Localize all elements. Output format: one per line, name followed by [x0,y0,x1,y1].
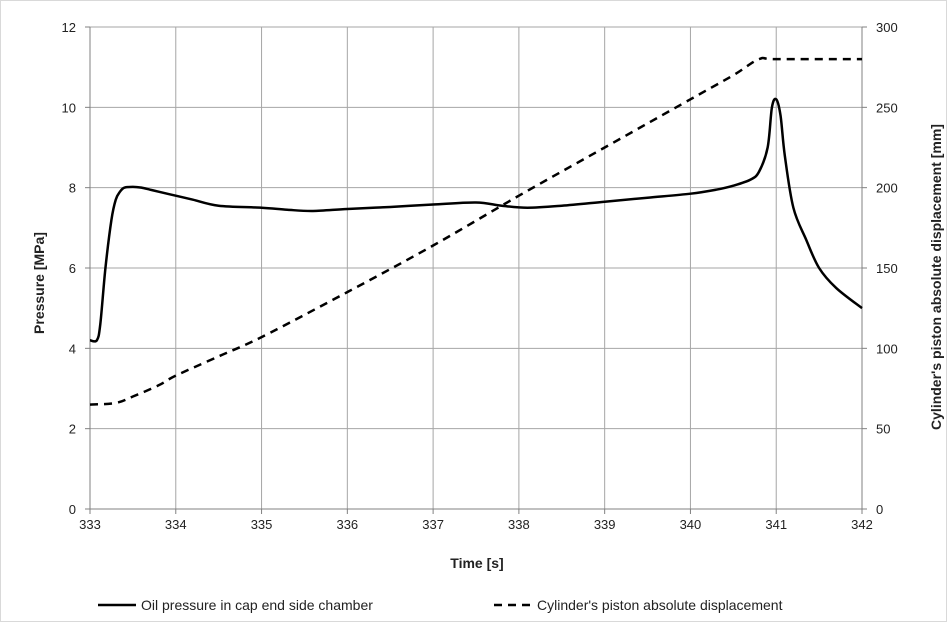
x-tick-label: 334 [165,517,187,532]
y-tick-label-left: 4 [69,341,76,356]
axes-layer [85,26,867,514]
y-tick-label-right: 50 [876,422,890,437]
x-tick-label: 336 [336,517,358,532]
y-tick-label-left: 12 [62,20,76,35]
y-tick-label-right: 0 [876,502,883,517]
y-tick-label-right: 150 [876,261,898,276]
x-tick-label: 338 [508,517,530,532]
legend-label-pressure: Oil pressure in cap end side chamber [141,597,373,613]
x-tick-label: 341 [765,517,787,532]
x-tick-label: 339 [594,517,616,532]
x-tick-label: 335 [251,517,273,532]
y-axis-title-left: Pressure [MPa] [31,232,47,334]
y-tick-label-left: 2 [69,422,76,437]
grid-layer [89,26,863,510]
x-axis-title: Time [s] [450,555,503,571]
labels-layer: 333 334 335 336 337 338 339 340 341 3420246810120… [62,20,898,532]
y-tick-label-left: 0 [69,502,76,517]
y-tick-label-right: 300 [876,20,898,35]
legend: Oil pressure in cap end side chamber Cyl… [98,597,783,613]
x-tick-label: 333 [79,517,101,532]
y-tick-label-left: 8 [69,181,76,196]
y-tick-label-left: 10 [62,100,76,115]
x-tick-label: 342 [851,517,873,532]
series-line-pressure [89,97,863,343]
y-tick-label-left: 6 [69,261,76,276]
y-tick-label-right: 200 [876,181,898,196]
series-layer [89,56,863,406]
series-line-displacement [89,56,862,406]
y-axis-title-right: Cylinder's piston absolute displacement … [928,124,944,430]
y-tick-label-right: 100 [876,341,898,356]
y-tick-label-right: 250 [876,100,898,115]
x-tick-label: 337 [422,517,444,532]
x-tick-label: 340 [680,517,702,532]
legend-label-displacement: Cylinder's piston absolute displacement [537,597,783,613]
